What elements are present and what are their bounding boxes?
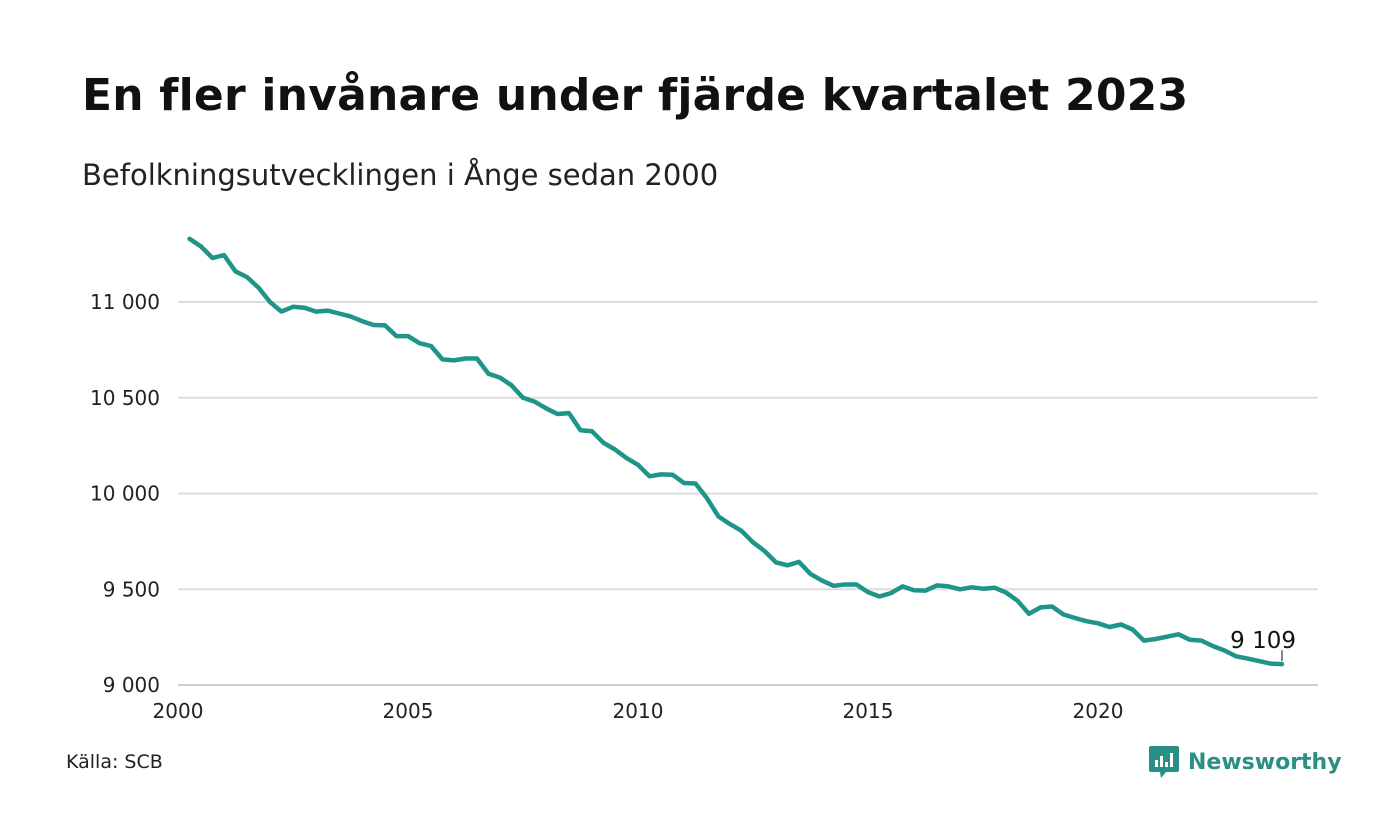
source-note: Källa: SCB bbox=[66, 751, 163, 773]
population-line bbox=[187, 236, 1285, 667]
chart-subtitle: Befolkningsutvecklingen i Ånge sedan 200… bbox=[82, 158, 719, 192]
y-tick-label: 9 500 bbox=[103, 577, 160, 601]
x-tick-label: 2015 bbox=[843, 699, 894, 723]
y-tick-label: 10 500 bbox=[90, 386, 160, 410]
chart-title: En fler invånare under fjärde kvartalet … bbox=[82, 70, 1189, 121]
x-tick-label: 2020 bbox=[1073, 699, 1124, 723]
y-tick-label: 9 000 bbox=[103, 673, 160, 697]
brand-logo: Newsworthy bbox=[1148, 744, 1342, 780]
x-tick-label: 2010 bbox=[613, 699, 664, 723]
end-value-label: 9 109 bbox=[1230, 628, 1296, 654]
gridlines bbox=[178, 301, 1318, 591]
x-tick-label: 2005 bbox=[383, 699, 434, 723]
x-axis-ticks: 2000 2005 2010 2015 2020 bbox=[153, 699, 1124, 723]
newsworthy-icon bbox=[1149, 746, 1179, 778]
y-axis-ticks: 9 000 9 500 10 000 10 500 11 000 bbox=[90, 290, 160, 697]
x-tick-label: 2000 bbox=[153, 699, 204, 723]
brand-name: Newsworthy bbox=[1188, 749, 1342, 775]
y-tick-label: 10 000 bbox=[90, 482, 160, 506]
y-tick-label: 11 000 bbox=[90, 290, 160, 314]
